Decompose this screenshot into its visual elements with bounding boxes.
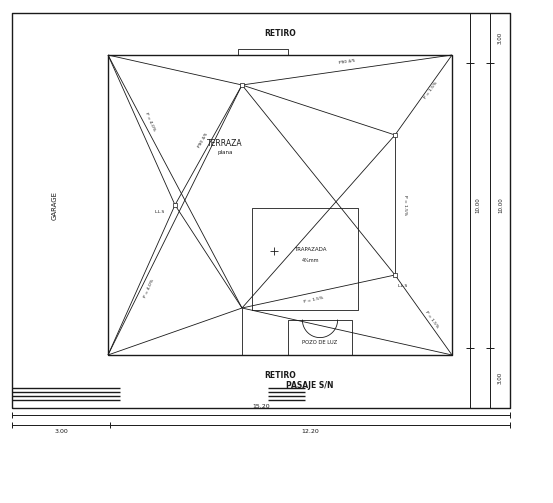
Text: P = 4.0%: P = 4.0% xyxy=(144,278,155,298)
Text: POZO DE LUZ: POZO DE LUZ xyxy=(302,341,338,346)
Text: P90 4/5: P90 4/5 xyxy=(198,132,209,148)
Text: P = 1.5%: P = 1.5% xyxy=(303,295,324,304)
Text: 4%mm: 4%mm xyxy=(301,259,319,264)
Bar xyxy=(173,203,177,207)
Text: TRAPAZADA: TRAPAZADA xyxy=(294,246,326,252)
Text: P = 4.0%: P = 4.0% xyxy=(144,112,155,132)
Bar xyxy=(393,133,397,137)
Text: P = 1.5%: P = 1.5% xyxy=(424,311,439,329)
Text: 3.00: 3.00 xyxy=(498,372,503,384)
Text: plana: plana xyxy=(217,149,233,154)
Text: 15.20: 15.20 xyxy=(252,404,270,409)
Text: 10.00: 10.00 xyxy=(498,198,503,213)
Text: GARAGE: GARAGE xyxy=(52,191,58,219)
Text: 3.00: 3.00 xyxy=(498,32,503,44)
Text: P90 4/5: P90 4/5 xyxy=(338,59,356,65)
Text: P = 1.5%: P = 1.5% xyxy=(403,195,407,215)
Bar xyxy=(240,83,244,87)
Text: 10.00: 10.00 xyxy=(475,198,480,213)
Bar xyxy=(393,273,397,277)
Text: P = 1.5%: P = 1.5% xyxy=(424,80,439,100)
Text: 3.00: 3.00 xyxy=(54,429,68,434)
Text: RETIRO: RETIRO xyxy=(264,29,296,38)
Text: PASAJE S/N: PASAJE S/N xyxy=(286,380,334,389)
Text: RETIRO: RETIRO xyxy=(264,371,296,379)
Text: L.L.S: L.L.S xyxy=(155,210,165,214)
Text: TERRAZA: TERRAZA xyxy=(207,138,243,147)
Text: 12.20: 12.20 xyxy=(301,429,319,434)
Text: L.L.S: L.L.S xyxy=(398,284,408,288)
